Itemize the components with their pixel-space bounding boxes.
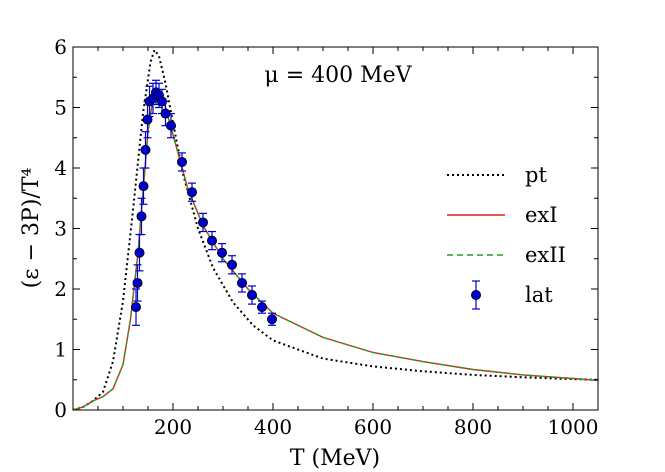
x-tick-label-1000: 1000 (548, 415, 599, 439)
y-tick-label-5: 5 (54, 96, 67, 120)
data-point-18 (216, 247, 227, 258)
legend-label-pt: pt (525, 163, 547, 187)
data-point-3 (136, 211, 147, 222)
plot-inner (73, 47, 598, 410)
y-tick-label-0: 0 (54, 398, 67, 422)
data-point-14 (176, 156, 187, 167)
x-tick-label-200: 200 (154, 415, 192, 439)
legend-marker-lat (470, 289, 481, 300)
y-tick-label-6: 6 (54, 35, 67, 59)
chart-annotation: μ = 400 MeV (264, 63, 412, 88)
x-axis-title: T (MeV) (290, 446, 380, 471)
data-point-17 (206, 235, 217, 246)
data-point-19 (226, 259, 237, 270)
series-line-exII (73, 89, 598, 410)
legend-label-exII: exII (525, 243, 566, 267)
data-point-13 (165, 120, 176, 131)
data-point-22 (256, 302, 267, 313)
data-point-21 (246, 290, 257, 301)
series-line-exI (73, 89, 598, 410)
legend: pt exI exII lat (447, 163, 566, 310)
x-tick-label-600: 600 (354, 415, 392, 439)
data-point-2 (134, 247, 145, 258)
data-point-0 (130, 302, 141, 313)
data-point-6 (142, 114, 153, 125)
y-tick-label-2: 2 (54, 277, 67, 301)
data-point-1 (132, 277, 143, 288)
data-point-16 (197, 217, 208, 228)
y-tick-label-3: 3 (54, 217, 67, 241)
data-point-15 (186, 187, 197, 198)
data-point-20 (236, 277, 247, 288)
data-point-23 (266, 314, 277, 325)
axes: 200 400 600 800 1000 0 1 2 3 4 5 6 (54, 35, 599, 439)
x-tick-label-400: 400 (254, 415, 292, 439)
x-tick-label-800: 800 (454, 415, 492, 439)
legend-label-exI: exI (525, 203, 558, 227)
y-axis-title: (ε − 3P)/T⁴ (19, 167, 44, 288)
data-point-4 (138, 181, 149, 192)
y-tick-label-4: 4 (54, 156, 67, 180)
legend-label-lat: lat (525, 283, 553, 307)
data-point-5 (140, 144, 151, 155)
y-tick-label-1: 1 (54, 338, 67, 362)
plot-area (73, 47, 598, 410)
